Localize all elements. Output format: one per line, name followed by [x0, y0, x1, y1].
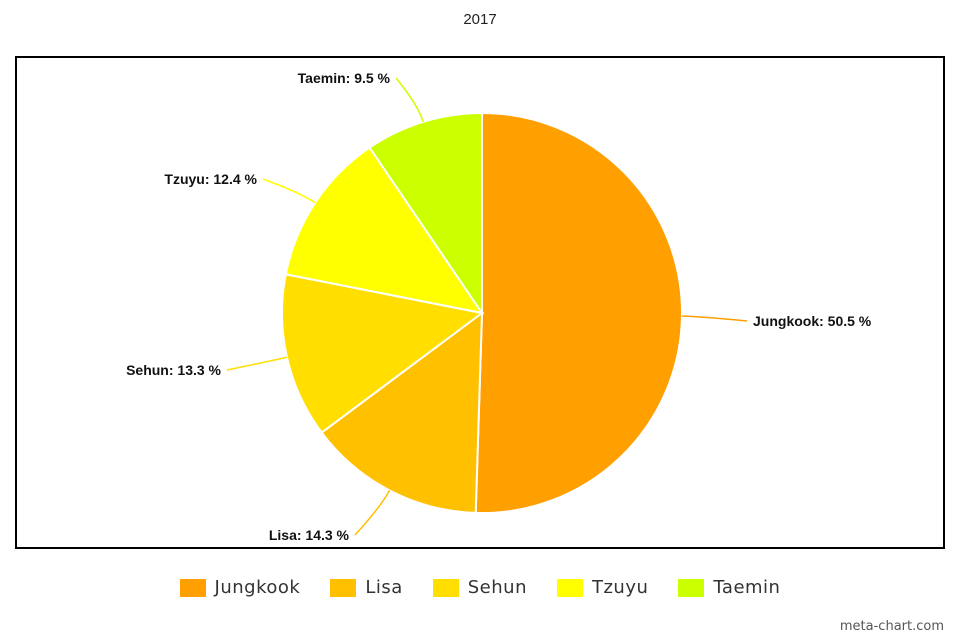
slice-label-tzuyu: Tzuyu: 12.4 %	[164, 171, 257, 187]
connector-sehun	[226, 356, 288, 371]
legend-swatch-lisa	[330, 578, 357, 597]
pie-slice-sehun[interactable]	[281, 273, 485, 434]
legend-item-taemin[interactable]: Taemin	[678, 577, 780, 598]
watermark: meta-chart.com	[839, 619, 944, 634]
connector-tzuyu	[262, 178, 316, 204]
pie-slice-lisa[interactable]	[320, 310, 484, 514]
slice-label-lisa: Lisa: 14.3 %	[269, 527, 350, 543]
connector-jungkook	[681, 315, 748, 322]
legend-item-lisa[interactable]: Lisa	[330, 577, 402, 598]
legend-item-sehun[interactable]: Sehun	[432, 577, 527, 598]
chart-title: 2017	[463, 11, 497, 28]
legend-label-taemin: Taemin	[713, 577, 781, 598]
pie-slice-taemin[interactable]	[368, 111, 483, 317]
legend-swatch-jungkook	[179, 578, 206, 597]
legend-swatch-tzuyu	[556, 578, 583, 597]
legend-label-tzuyu: Tzuyu	[591, 577, 649, 598]
legend-swatch-sehun	[432, 578, 459, 597]
pie-slice-jungkook[interactable]	[474, 111, 683, 514]
legend-swatch-taemin	[678, 578, 705, 597]
legend-item-jungkook[interactable]: Jungkook	[179, 577, 301, 598]
connector-taemin	[395, 77, 424, 123]
slice-label-sehun: Sehun: 13.3 %	[126, 362, 221, 378]
plot-frame: Jungkook: 50.5 % Lisa: 14.3 % Sehun: 13.3 …	[15, 56, 945, 549]
pie-chart: Jungkook: 50.5 % Lisa: 14.3 % Sehun: 13.3 …	[126, 70, 872, 543]
legend-label-sehun: Sehun	[467, 577, 527, 598]
legend-label-jungkook: Jungkook	[214, 577, 301, 598]
legend: Jungkook Lisa Sehun Tzuyu Taemin	[0, 577, 960, 598]
connector-lisa	[354, 489, 391, 536]
slice-label-taemin: Taemin: 9.5 %	[298, 70, 391, 86]
legend-item-tzuyu[interactable]: Tzuyu	[556, 577, 649, 598]
slice-label-jungkook: Jungkook: 50.5 %	[753, 313, 872, 329]
legend-label-lisa: Lisa	[365, 577, 403, 598]
